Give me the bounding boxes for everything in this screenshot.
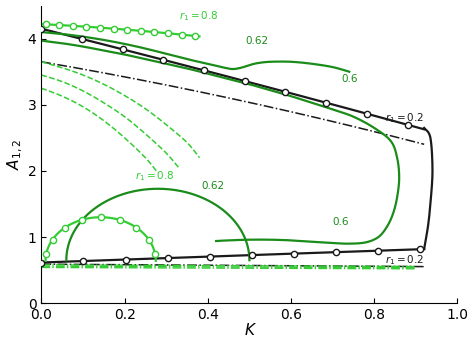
Text: $r_1=0.2$: $r_1=0.2$	[384, 111, 423, 125]
Text: $r_1=0.2$: $r_1=0.2$	[384, 254, 423, 267]
Text: 0.6: 0.6	[333, 217, 349, 227]
Text: 0.62: 0.62	[245, 36, 268, 46]
Text: $r_1=0.8$: $r_1=0.8$	[135, 169, 174, 183]
Text: 0.6: 0.6	[341, 74, 357, 84]
Y-axis label: $A_{1,2}$: $A_{1,2}$	[6, 139, 25, 170]
X-axis label: K: K	[245, 323, 255, 338]
Text: 0.62: 0.62	[201, 181, 225, 191]
Text: $r_1=0.8$: $r_1=0.8$	[179, 9, 218, 23]
